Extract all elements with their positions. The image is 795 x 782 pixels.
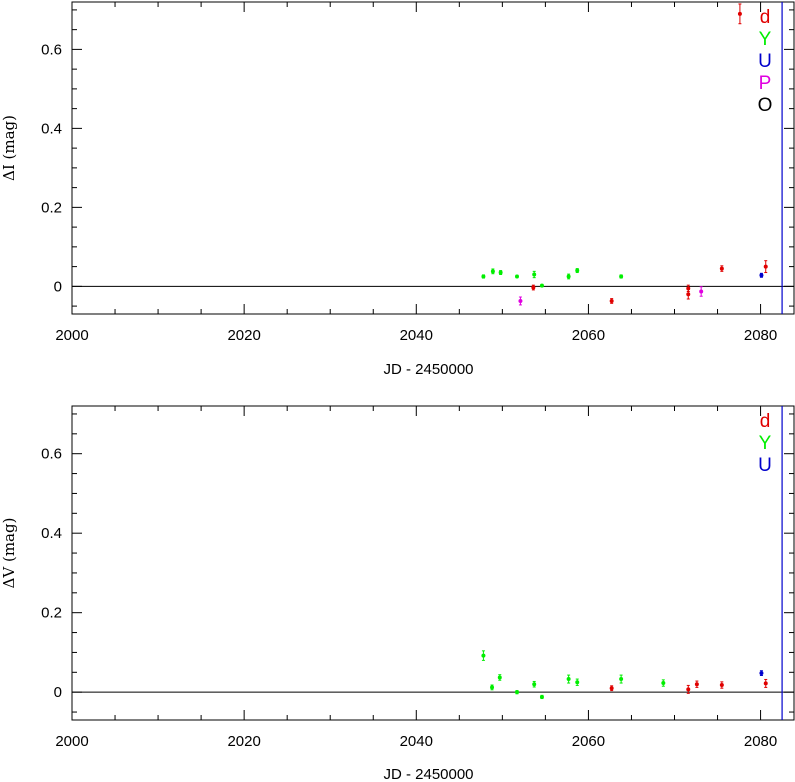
data-point (498, 270, 503, 275)
data-point (619, 677, 624, 682)
data-point (481, 274, 486, 279)
data-point (481, 653, 486, 658)
x-axis-label: JD - 2450000 (383, 361, 473, 378)
data-point (661, 681, 666, 686)
data-point (759, 671, 764, 676)
legend-entry: O (758, 95, 773, 116)
y-tick-label: 0.4 (41, 525, 62, 542)
legend-entry: Y (759, 29, 772, 50)
data-point (609, 298, 614, 303)
data-point (694, 682, 699, 687)
plot-frame (71, 1, 795, 315)
data-point (619, 274, 624, 279)
y-tick-label: 0.2 (41, 605, 62, 622)
x-axis-label: JD - 2450000 (383, 766, 473, 782)
legend-entry: P (759, 73, 772, 94)
y-tick-label: 0 (54, 684, 62, 701)
data-point (490, 269, 495, 274)
data-point (514, 274, 519, 279)
data-point (686, 292, 691, 297)
legend-entry: Y (759, 433, 772, 454)
data-point (719, 683, 724, 688)
y-tick-label: 0.2 (41, 199, 62, 216)
data-point (566, 677, 571, 682)
data-point (737, 11, 742, 16)
y-tick-label: 0 (54, 278, 62, 295)
data-point (719, 266, 724, 271)
data-point (497, 675, 502, 680)
data-point (566, 274, 571, 279)
data-point (490, 685, 495, 690)
data-point (575, 680, 580, 685)
data-point (539, 283, 544, 288)
data-point (699, 289, 704, 294)
y-tick-label: 0.6 (41, 446, 62, 463)
data-point (609, 686, 614, 691)
data-point (514, 690, 519, 695)
x-tick-label: 2080 (744, 327, 777, 344)
data-point (532, 272, 537, 277)
y-axis-label: ΔV (mag) (0, 518, 18, 589)
data-point (532, 682, 537, 687)
legend-entry: d (760, 7, 771, 28)
data-point (575, 268, 580, 273)
data-point (539, 694, 544, 699)
x-tick-label: 2060 (572, 733, 605, 750)
x-tick-label: 2000 (55, 733, 88, 750)
legend-entry: U (758, 455, 772, 476)
data-point (531, 285, 536, 290)
y-tick-label: 0.4 (41, 120, 62, 137)
data-point (759, 273, 764, 278)
x-tick-label: 2020 (227, 733, 260, 750)
x-tick-label: 2040 (400, 327, 433, 344)
x-tick-label: 2040 (400, 733, 433, 750)
data-point (518, 298, 523, 303)
plot-frame (71, 405, 795, 721)
legend-entry: d (760, 411, 771, 432)
y-axis-label: ΔI (mag) (0, 115, 18, 181)
x-tick-label: 2080 (744, 733, 777, 750)
x-tick-label: 2060 (572, 327, 605, 344)
data-point (686, 286, 691, 291)
data-point (763, 681, 768, 686)
x-tick-label: 2000 (55, 327, 88, 344)
data-point (763, 264, 768, 269)
legend-entry: U (758, 51, 772, 72)
x-tick-label: 2020 (227, 327, 260, 344)
data-point (686, 687, 691, 692)
y-tick-label: 0.6 (41, 41, 62, 58)
